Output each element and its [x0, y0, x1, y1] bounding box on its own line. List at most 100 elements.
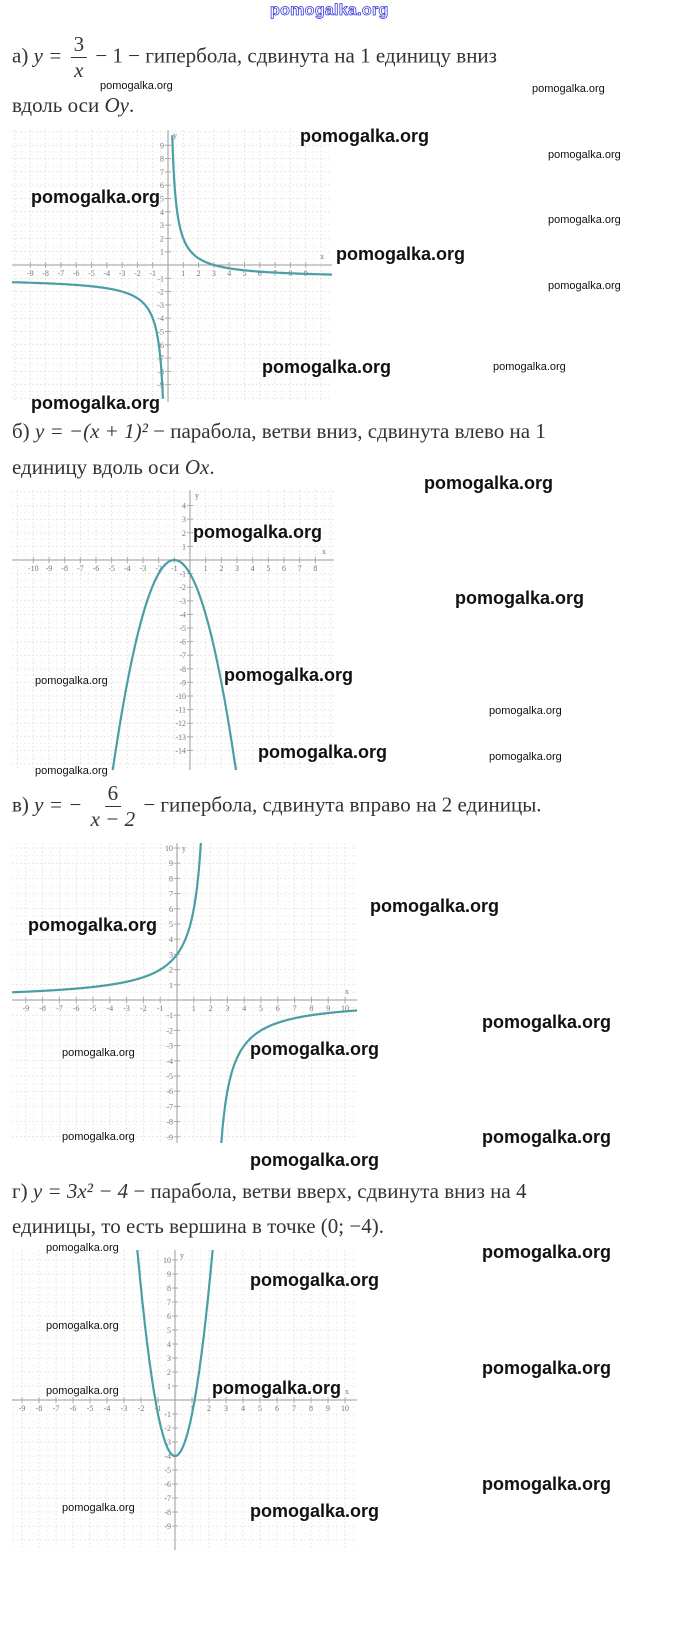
- function-curve: [12, 843, 357, 1143]
- y-tick-label: -7: [164, 1494, 171, 1503]
- y-tick-label: 2: [169, 966, 173, 975]
- watermark: pomogalka.org: [424, 473, 554, 493]
- x-tick-label: -1: [171, 564, 178, 573]
- y-tick-label: 6: [160, 181, 164, 190]
- watermark: pomogalka.org: [532, 83, 605, 95]
- y-tick-label: 8: [167, 1284, 171, 1293]
- x-tick-label: -6: [73, 269, 80, 278]
- chart-b-parabola: xy-10 -9 -8 -7 -6 -5 -4 -3 -2 -1 1 2 3 4 5 6 7 8-14-13-12…: [12, 490, 334, 770]
- x-tick-label: 10: [341, 1004, 349, 1013]
- y-tick-label: -5: [157, 328, 164, 337]
- item-label: б): [12, 419, 30, 443]
- y-tick-label: 1: [182, 542, 186, 551]
- watermark: pomogalka.org: [548, 149, 621, 161]
- watermark: pomogalka.org: [482, 1127, 612, 1147]
- function-curve: [12, 135, 332, 399]
- watermark: pomogalka.org: [62, 1131, 135, 1143]
- item-b-line2: единицу вдоль оси Ox.: [12, 457, 215, 478]
- y-tick-label: 8: [169, 874, 173, 883]
- y-axis-label: y: [173, 131, 177, 140]
- y-tick-label: -13: [175, 733, 186, 742]
- x-tick-label: 2: [197, 269, 201, 278]
- x-tick-label: 5: [243, 269, 247, 278]
- x-tick-label: -5: [87, 1404, 94, 1413]
- y-tick-label: 3: [167, 1354, 171, 1363]
- y-axis-label: y: [180, 1251, 184, 1260]
- y-tick-label: -2: [166, 1026, 173, 1035]
- x-tick-label: 8: [309, 1004, 313, 1013]
- watermark: pomogalka.org: [250, 1270, 380, 1290]
- watermark: pomogalka.org: [46, 1320, 119, 1332]
- y-tick-label: 6: [167, 1312, 171, 1321]
- watermark: pomogalka.org: [46, 1385, 119, 1397]
- x-axis-label: x: [345, 1387, 349, 1396]
- formula-rest: − 1: [95, 43, 123, 68]
- x-tick-label: 4: [241, 1404, 245, 1413]
- punct: .: [128, 93, 135, 117]
- x-tick-label: -10: [28, 564, 39, 573]
- description: − парабола, ветви вниз, сдвинута влево н…: [153, 419, 546, 443]
- x-tick-label: 3: [225, 1004, 229, 1013]
- x-tick-label: -5: [88, 269, 95, 278]
- y-tick-label: 10: [163, 1256, 171, 1265]
- x-tick-label: 1: [204, 564, 208, 573]
- y-tick-label: -4: [164, 1452, 171, 1461]
- y-axis-label: y: [182, 844, 186, 853]
- y-tick-label: 7: [167, 1298, 171, 1307]
- y-tick-label: 10: [165, 844, 173, 853]
- x-tick-label: 3: [212, 269, 216, 278]
- y-tick-label: 2: [167, 1368, 171, 1377]
- x-tick-label: 6: [275, 1404, 279, 1413]
- x-tick-label: 7: [293, 1004, 297, 1013]
- x-tick-label: -2: [134, 269, 141, 278]
- x-tick-label: -4: [106, 1004, 113, 1013]
- y-tick-label: -6: [164, 1480, 171, 1489]
- formula-lhs: y =: [33, 43, 63, 68]
- item-a-line2: вдоль оси Oy.: [12, 95, 134, 116]
- y-tick-label: 9: [167, 1270, 171, 1279]
- watermark: pomogalka.org: [31, 187, 161, 207]
- x-tick-label: 2: [209, 1004, 213, 1013]
- x-tick-label: 10: [341, 1404, 349, 1413]
- x-tick-label: 4: [227, 269, 231, 278]
- y-tick-label: 2: [182, 529, 186, 538]
- watermark: pomogalka.org: [224, 665, 354, 685]
- x-tick-label: 7: [298, 564, 302, 573]
- y-tick-label: -9: [166, 1133, 173, 1142]
- y-tick-label: -3: [166, 1042, 173, 1051]
- x-tick-label: -6: [70, 1404, 77, 1413]
- function-curve: [111, 558, 238, 770]
- x-tick-label: -6: [93, 564, 100, 573]
- y-tick-label: 3: [160, 221, 164, 230]
- description: вдоль оси: [12, 93, 105, 117]
- x-tick-label: -9: [46, 564, 53, 573]
- y-tick-label: -12: [175, 719, 186, 728]
- formula: y = 3x² − 4: [32, 1179, 129, 1203]
- x-axis-label: x: [345, 987, 349, 996]
- y-tick-label: -6: [179, 638, 186, 647]
- x-tick-label: 9: [326, 1404, 330, 1413]
- x-tick-label: 3: [224, 1404, 228, 1413]
- y-tick-label: -4: [166, 1057, 173, 1066]
- watermark: pomogalka.org: [62, 1047, 135, 1059]
- x-tick-label: -2: [140, 1004, 147, 1013]
- y-tick-label: 9: [160, 141, 164, 150]
- x-tick-label: 5: [259, 1004, 263, 1013]
- watermark: pomogalka.org: [482, 1012, 612, 1032]
- x-tick-label: 7: [292, 1404, 296, 1413]
- x-tick-label: 9: [326, 1004, 330, 1013]
- watermark: pomogalka.org: [35, 675, 108, 687]
- denominator: x − 2: [90, 807, 136, 831]
- x-tick-label: -2: [155, 564, 162, 573]
- watermark: pomogalka.org: [336, 244, 466, 264]
- y-tick-label: -2: [157, 288, 164, 297]
- x-tick-label: -5: [90, 1004, 97, 1013]
- y-tick-label: -8: [164, 1508, 171, 1517]
- formula-lhs: y = −: [34, 792, 83, 817]
- watermark: pomogalka.org: [193, 522, 323, 542]
- description: − гипербола, сдвинута вправо на 2 единиц…: [143, 792, 542, 817]
- y-tick-label: 7: [169, 890, 173, 899]
